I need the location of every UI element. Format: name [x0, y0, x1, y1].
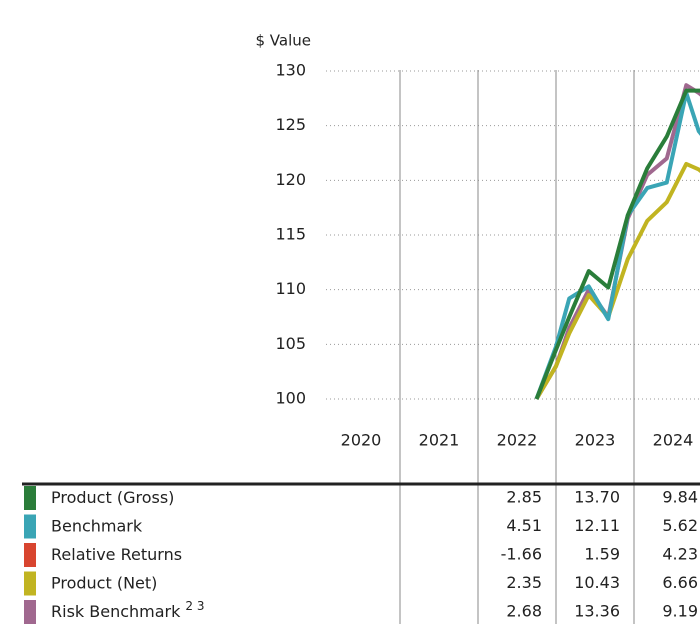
y-tick-label: 100 — [275, 389, 306, 408]
x-tick-label: 2021 — [419, 431, 460, 450]
y-tick-label: 115 — [275, 225, 306, 244]
legend-swatch — [24, 543, 36, 567]
return-value: 4.23 — [662, 545, 698, 564]
legend-swatch — [24, 571, 36, 596]
row-label: Product (Net) — [51, 573, 157, 592]
y-tick-label: 105 — [275, 334, 306, 353]
row-label: Relative Returns — [51, 545, 182, 564]
return-value: 1.59 — [584, 545, 620, 564]
series-line — [534, 161, 700, 401]
row-name: Risk Benchmark — [51, 602, 181, 621]
y-tick-label: 120 — [275, 170, 306, 189]
return-value: 2.85 — [506, 488, 542, 507]
row-name: Product (Net) — [51, 573, 157, 592]
footnote: 2 3 — [185, 599, 204, 613]
row-name: Benchmark — [51, 516, 143, 535]
return-value: -1.66 — [501, 545, 542, 564]
x-tick-label: 2024 — [653, 431, 694, 450]
return-value: 12.11 — [574, 516, 620, 535]
y-tick-label: 110 — [275, 279, 306, 298]
return-value: 10.43 — [574, 573, 620, 592]
row-name: Relative Returns — [51, 545, 182, 564]
y-tick-label: 125 — [275, 115, 306, 134]
return-value: 4.51 — [506, 516, 542, 535]
legend-swatch — [24, 514, 36, 539]
return-value: 13.70 — [574, 488, 620, 507]
y-axis-label: $ Value — [255, 32, 311, 50]
return-value: 2.68 — [506, 602, 542, 621]
row-name: Product (Gross) — [51, 488, 174, 507]
row-label: Benchmark — [51, 516, 143, 535]
return-value: 13.36 — [574, 602, 620, 621]
x-tick-label: 2020 — [341, 431, 382, 450]
y-tick-label: 130 — [275, 61, 306, 80]
return-value: 9.84 — [662, 488, 698, 507]
row-label: Product (Gross) — [51, 488, 174, 507]
x-tick-label: 2023 — [575, 431, 616, 450]
return-value: 2.35 — [506, 573, 542, 592]
legend-swatch — [24, 486, 36, 510]
return-value: 9.19 — [662, 602, 698, 621]
return-value: 5.62 — [662, 516, 698, 535]
series-line — [534, 88, 700, 400]
legend-swatch — [24, 600, 36, 624]
row-label: Risk Benchmark 2 3 — [51, 599, 204, 621]
x-tick-label: 2022 — [497, 431, 538, 450]
return-value: 6.66 — [662, 573, 698, 592]
